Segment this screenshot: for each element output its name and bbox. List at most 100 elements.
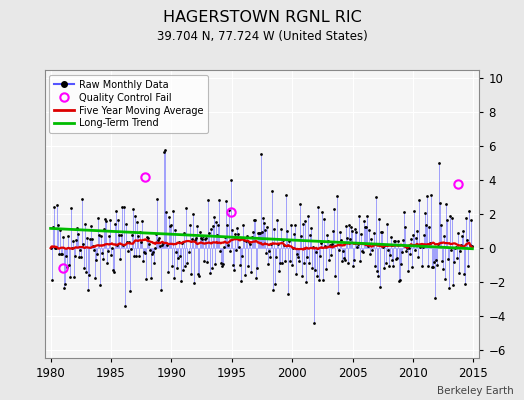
Point [149, 249, 158, 255]
Point [341, 223, 350, 230]
Point [436, 200, 444, 206]
Point [48, 224, 57, 231]
Point [354, 240, 362, 247]
Point [339, 248, 347, 254]
Point [56, 227, 64, 233]
Point [352, 229, 360, 235]
Point [53, 222, 62, 228]
Point [226, 177, 235, 184]
Point [116, 256, 124, 262]
Point [97, 232, 105, 239]
Point [60, 285, 68, 292]
Point [216, 260, 225, 266]
Point [409, 232, 417, 238]
Point [456, 248, 464, 254]
Point [334, 247, 343, 253]
Point [460, 271, 468, 278]
Point [366, 251, 374, 257]
Point [394, 238, 402, 245]
Point [295, 258, 303, 264]
Point [455, 270, 464, 276]
Point [206, 226, 215, 232]
Point [201, 234, 210, 241]
Point [374, 272, 382, 279]
Point [199, 233, 207, 240]
Point [106, 217, 114, 224]
Point [341, 257, 349, 264]
Point [267, 240, 275, 247]
Point [118, 204, 126, 210]
Point [419, 244, 427, 250]
Point [450, 259, 458, 265]
Point [173, 265, 182, 271]
Point [383, 220, 391, 227]
Point [305, 260, 313, 266]
Point [416, 244, 424, 250]
Point [379, 265, 388, 271]
Point [215, 248, 224, 254]
Point [306, 232, 314, 239]
Point [233, 225, 241, 231]
Point [217, 263, 226, 269]
Point [145, 241, 154, 247]
Point [192, 223, 201, 229]
Point [385, 263, 393, 270]
Point [112, 208, 120, 215]
Point [144, 234, 152, 241]
Point [254, 230, 262, 236]
Point [274, 241, 282, 247]
Point [249, 229, 257, 235]
Point [438, 258, 446, 264]
Point [266, 254, 274, 260]
Point [105, 232, 113, 239]
Point [61, 253, 70, 260]
Point [203, 197, 212, 204]
Point [370, 263, 379, 269]
Point [142, 276, 150, 282]
Point [135, 253, 144, 260]
Point [178, 240, 187, 246]
Point [95, 232, 103, 238]
Point [340, 255, 348, 261]
Point [415, 196, 423, 203]
Point [234, 231, 242, 237]
Point [80, 265, 88, 272]
Point [221, 234, 229, 240]
Point [224, 242, 232, 248]
Point [448, 215, 456, 222]
Point [182, 204, 191, 211]
Point [376, 284, 384, 290]
Point [103, 260, 111, 266]
Point [354, 213, 363, 220]
Point [276, 259, 285, 266]
Point [378, 229, 386, 235]
Point [252, 275, 260, 281]
Point [98, 249, 106, 256]
Point [392, 255, 401, 261]
Point [85, 272, 93, 278]
Point [268, 187, 276, 194]
Point [290, 230, 298, 237]
Point [179, 266, 188, 273]
Point [417, 242, 425, 248]
Point [396, 277, 404, 284]
Point [402, 248, 410, 254]
Point [193, 271, 202, 277]
Point [260, 220, 268, 226]
Point [132, 252, 140, 259]
Point [213, 232, 221, 238]
Point [109, 266, 117, 273]
Point [320, 215, 329, 222]
Point [292, 271, 300, 278]
Point [82, 269, 90, 275]
Point [133, 219, 141, 225]
Point [326, 241, 335, 248]
Point [244, 263, 252, 269]
Point [161, 147, 170, 154]
Point [454, 230, 463, 236]
Point [113, 242, 121, 248]
Point [230, 267, 238, 274]
Point [464, 262, 473, 269]
Point [390, 238, 398, 244]
Point [321, 243, 330, 249]
